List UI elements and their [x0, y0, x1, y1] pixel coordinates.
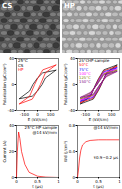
svg-text:HP: HP — [64, 2, 75, 10]
svg-text:HP sample: HP sample — [88, 58, 110, 63]
svg-text:-100: -100 — [80, 111, 90, 117]
svg-text:25°C HP sample: 25°C HP sample — [24, 125, 57, 131]
svg-text:0: 0 — [15, 179, 18, 184]
svg-text:E (kV/cm): E (kV/cm) — [89, 117, 109, 122]
svg-text:100: 100 — [108, 112, 116, 117]
svg-text:150°C: 150°C — [79, 79, 91, 84]
svg-text:@14 kV/mm: @14 kV/mm — [93, 125, 118, 130]
svg-text:-40: -40 — [7, 108, 14, 113]
svg-text:25°C: 25°C — [79, 58, 89, 64]
svg-text:HP: HP — [18, 67, 24, 72]
svg-text:0.5: 0.5 — [95, 178, 102, 184]
svg-text:0.8: 0.8 — [69, 123, 76, 128]
svg-text:0: 0 — [72, 175, 75, 180]
svg-text:0: 0 — [72, 82, 75, 87]
svg-text:t (μs): t (μs) — [32, 184, 43, 189]
svg-text:Polarization (μC/cm²): Polarization (μC/cm²) — [63, 63, 68, 105]
svg-text:E (kV/cm): E (kV/cm) — [28, 117, 48, 122]
svg-text:Current (A): Current (A) — [2, 140, 7, 163]
svg-text:τ0.9~0.2 μs: τ0.9~0.2 μs — [94, 155, 118, 160]
svg-text:-100: -100 — [19, 111, 29, 117]
svg-text:1: 1 — [118, 179, 121, 184]
svg-text:100°C: 100°C — [79, 70, 91, 76]
svg-text:1: 1 — [57, 179, 60, 184]
svg-text:75°C: 75°C — [79, 66, 89, 72]
svg-text:-40: -40 — [68, 108, 75, 113]
svg-text:40: 40 — [9, 56, 15, 61]
svg-text:CS: CS — [2, 2, 12, 10]
svg-text:40: 40 — [70, 56, 76, 61]
svg-text:50°C: 50°C — [79, 62, 89, 68]
svg-text:125°C: 125°C — [79, 75, 91, 80]
svg-text:CS: CS — [18, 62, 24, 68]
svg-text:0: 0 — [11, 175, 14, 180]
svg-text:t (μs): t (μs) — [93, 184, 104, 189]
svg-text:0.5: 0.5 — [34, 178, 41, 184]
svg-text:0: 0 — [11, 82, 14, 87]
svg-text:0: 0 — [36, 111, 39, 117]
svg-text:@14 kV/mm: @14 kV/mm — [32, 130, 57, 135]
svg-text:0: 0 — [97, 111, 100, 117]
svg-text:100: 100 — [47, 112, 55, 117]
svg-text:Wd (J/cm³): Wd (J/cm³) — [63, 141, 68, 163]
svg-text:40: 40 — [9, 123, 15, 128]
svg-text:25°C: 25°C — [18, 58, 28, 64]
svg-text:0.4: 0.4 — [69, 149, 76, 154]
svg-text:Polarization (μC/cm²): Polarization (μC/cm²) — [2, 63, 7, 105]
svg-text:0: 0 — [76, 179, 79, 184]
svg-text:20: 20 — [9, 149, 15, 154]
